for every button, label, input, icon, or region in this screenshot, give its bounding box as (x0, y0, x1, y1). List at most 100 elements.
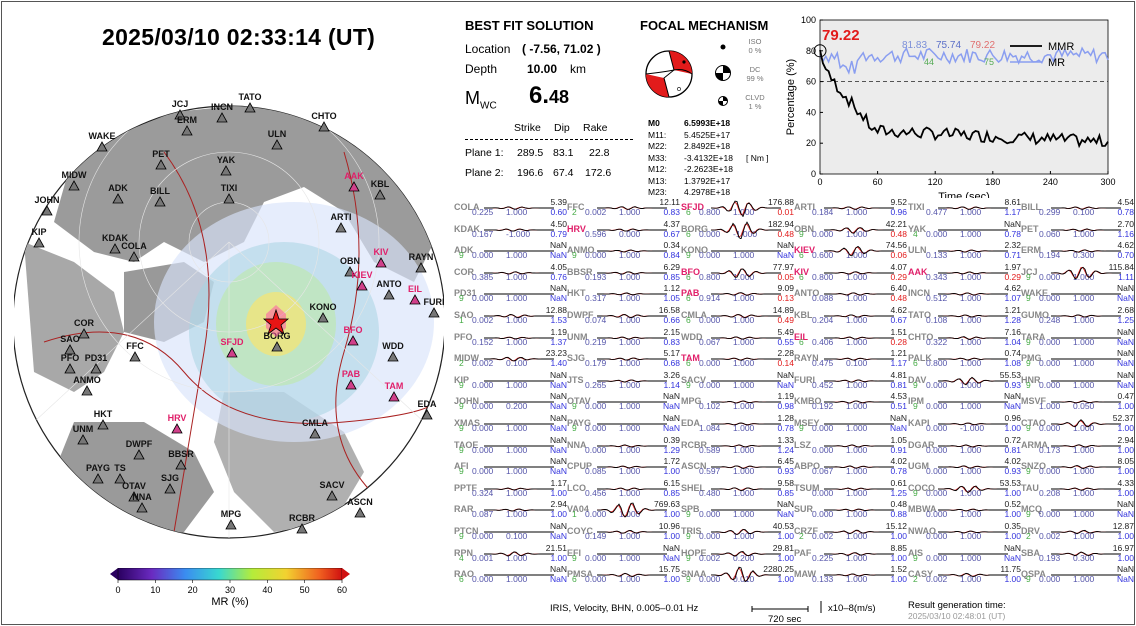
station-cell-tato[interactable]: TATO 1.21 0.108 1.000 1.28 (908, 305, 1023, 327)
station-cell-kbl[interactable]: KBL 4.62 0.204 1.000 0.67 (794, 305, 909, 327)
station-cell-wdd[interactable]: WDD 5.49 0.067 1.000 0.55 (681, 327, 796, 349)
station-cell-rayn[interactable]: RAYN 1.21 0.475 0.100 1.17 (794, 348, 909, 370)
station-cell-ptcn[interactable]: PTCN NaN 9 0.000 0.100 NaN (454, 521, 569, 543)
station-cell-taoe[interactable]: TAOE NaN 9 0.000 1.000 NaN (454, 435, 569, 457)
station-cell-lsz[interactable]: LSZ 1.05 0.000 1.000 0.91 (794, 435, 909, 457)
station-cell-sjg[interactable]: SJG 5.17 0.179 1.000 0.68 (567, 348, 682, 370)
station-cell-jts[interactable]: JTS 3.26 0.265 1.000 1.14 (567, 370, 682, 392)
station-cell-aak[interactable]: AAK 1.97 0.343 1.000 0.29 (908, 262, 1023, 284)
station-cell-pmsa[interactable]: PMSA 15.75 6 0.000 1.000 1.00 (567, 564, 682, 586)
station-cell-coco[interactable]: COCO 53.53 9 0.000 1.000 1.00 (908, 478, 1023, 500)
station-cell-shel[interactable]: SHEL 9.58 0.480 1.000 0.85 (681, 478, 796, 500)
station-cell-cmla[interactable]: CMLA 14.89 6 0.000 1.000 0.49 (681, 305, 796, 327)
station-cell-otav[interactable]: OTAV NaN 9 0.000 1.000 NaN (567, 391, 682, 413)
station-cell-kiev[interactable]: KIEV 74.56 6 0.600 1.000 0.06 (794, 240, 909, 262)
station-cell-efi[interactable]: EFI NaN 9 0.000 1.000 NaN (567, 543, 682, 565)
station-cell-sao[interactable]: SAO 12.88 1 0.002 1.000 1.53 (454, 305, 569, 327)
station-cell-payg[interactable]: PAYG NaN 9 0.000 1.000 NaN (567, 413, 682, 435)
station-cell-pmg[interactable]: PMG NaN 9 0.000 1.000 NaN (1021, 348, 1134, 370)
station-cell-va04[interactable]: VA04 769.63 1 0.000 1.000 1.00 (567, 499, 682, 521)
station-cell-paf[interactable]: PAF 8.85 0.225 1.000 1.00 (794, 543, 909, 565)
station-cell-hkt[interactable]: HKT 1.12 0.317 1.000 1.05 (567, 283, 682, 305)
station-cell-bfo[interactable]: BFO 77.97 6 0.800 1.000 0.05 (681, 262, 796, 284)
station-cell-tsum[interactable]: TSUM 0.61 0.000 1.000 1.25 (794, 478, 909, 500)
station-cell-ugm[interactable]: UGM 4.02 0.000 1.000 0.93 (908, 456, 1023, 478)
station-cell-dwpf[interactable]: DWPF 16.58 0.074 1.000 0.66 (567, 305, 682, 327)
station-cell-kmbo[interactable]: KMBO 4.53 0.192 1.000 0.51 (794, 391, 909, 413)
station-cell-anmo[interactable]: ANMO 0.34 9 0.000 1.000 0.84 (567, 240, 682, 262)
station-cell-tara[interactable]: TARA NaN 9 0.000 1.000 NaN (1021, 327, 1134, 349)
station-cell-drv[interactable]: DRV 12.87 2 0.002 1.000 1.00 (1021, 521, 1134, 543)
station-cell-sacv[interactable]: SACV NaN 9 0.000 1.000 NaN (681, 370, 796, 392)
station-cell-borg[interactable]: BORG 182.94 6 0.000 -1.000 0.48 (681, 219, 796, 241)
station-cell-wake[interactable]: WAKE NaN 9 0.000 1.000 NaN (1021, 283, 1134, 305)
station-cell-nwao[interactable]: NWAO 0.35 0.000 1.000 1.00 (908, 521, 1023, 543)
station-cell-unm[interactable]: UNM 2.15 0.219 1.000 0.83 (567, 327, 682, 349)
station-cell-qspa[interactable]: QSPA NaN 9 0.000 1.000 NaN (1021, 564, 1134, 586)
station-cell-rpn[interactable]: RPN 21.51 4 0.001 1.000 1.00 (454, 543, 569, 565)
station-cell-xmas[interactable]: XMAS NaN 9 0.000 1.000 NaN (454, 413, 569, 435)
station-cell-dgar[interactable]: DGAR 0.72 0.000 1.000 0.81 (908, 435, 1023, 457)
station-cell-ctao[interactable]: CTAO 52.37 9 0.000 1.000 1.00 (1021, 413, 1134, 435)
station-cell-eil[interactable]: EIL 1.51 6 0.406 1.000 0.28 (794, 327, 909, 349)
station-cell-sba[interactable]: SBA 16.97 0.193 0.300 1.00 (1021, 543, 1134, 565)
station-cell-lco[interactable]: LCO 6.15 0.456 1.000 0.85 (567, 478, 682, 500)
station-cell-spb[interactable]: SPB NaN 9 0.000 1.000 NaN (681, 499, 796, 521)
station-cell-tam[interactable]: TAM 2.28 6 0.000 1.000 0.14 (681, 348, 796, 370)
station-cell-bbsr[interactable]: BBSR 6.29 0.193 1.000 0.85 (567, 262, 682, 284)
station-cell-kip[interactable]: KIP NaN 9 0.000 1.000 NaN (454, 370, 569, 392)
station-cell-ipm[interactable]: IPM NaN 9 0.000 1.000 NaN (908, 391, 1023, 413)
station-cell-sfjd[interactable]: SFJD 176.88 6 0.800 1.000 0.01 (681, 197, 796, 219)
station-cell-ais[interactable]: AIS NaN 9 0.000 1.000 NaN (908, 543, 1023, 565)
station-cell-snaa[interactable]: SNAA 2280.25 9 0.000 0.010 1.00 (681, 564, 796, 586)
station-cell-pet[interactable]: PET 2.70 0.060 1.000 1.16 (1021, 219, 1134, 241)
station-cell-crzf[interactable]: CRZF 15.12 2 0.002 1.000 1.00 (794, 521, 909, 543)
station-cell-john[interactable]: JOHN NaN 9 0.000 0.200 NaN (454, 391, 569, 413)
station-cell-uln[interactable]: ULN 2.32 0.133 1.000 0.71 (908, 240, 1023, 262)
station-cell-pptf[interactable]: PPTF 1.17 0.324 1.000 1.00 (454, 478, 569, 500)
station-cell-ascn[interactable]: ASCN 6.45 0.597 1.000 0.93 (681, 456, 796, 478)
station-cell-midw[interactable]: MIDW 23.23 2 0.002 0.100 1.40 (454, 348, 569, 370)
station-cell-arti[interactable]: ARTI 9.52 0.184 1.000 0.96 (794, 197, 909, 219)
station-cell-abpo[interactable]: ABPO 4.02 0.067 1.000 0.78 (794, 456, 909, 478)
station-cell-bill[interactable]: BILL 4.54 0.299 0.100 0.78 (1021, 197, 1134, 219)
station-cell-mbwa[interactable]: MBWA 0.52 0.000 1.000 1.00 (908, 499, 1023, 521)
station-cell-kono[interactable]: KONO NaN 9 0.000 1.000 NaN (681, 240, 796, 262)
station-cell-cola[interactable]: COLA 5.39 0.225 1.000 0.60 (454, 197, 569, 219)
station-cell-rcbr[interactable]: RCBR 1.33 0.589 1.000 1.24 (681, 435, 796, 457)
station-cell-jcj[interactable]: JCJ 115.84 9 0.000 1.000 1.11 (1021, 262, 1134, 284)
station-cell-hrv[interactable]: HRV 4.37 0.596 0.000 0.67 (567, 219, 682, 241)
station-cell-obn[interactable]: OBN 42.21 9 0.000 1.000 0.48 (794, 219, 909, 241)
station-cell-pd31[interactable]: PD31 NaN 9 0.000 1.000 NaN (454, 283, 569, 305)
station-cell-tris[interactable]: TRIS 40.53 9 0.000 1.000 1.00 (681, 521, 796, 543)
station-cell-eda[interactable]: EDA 1.28 1.084 1.000 0.78 (681, 413, 796, 435)
station-cell-kapi[interactable]: KAPI 0.96 0.000 -1.000 1.00 (908, 413, 1023, 435)
station-cell-cor[interactable]: COR 4.05 0.385 1.000 0.76 (454, 262, 569, 284)
station-cell-afi[interactable]: AFI NaN 9 0.000 1.000 NaN (454, 456, 569, 478)
station-cell-palk[interactable]: PALK 0.74 6 0.800 1.000 1.08 (908, 348, 1023, 370)
station-cell-sur[interactable]: SUR 0.48 0.000 1.000 0.88 (794, 499, 909, 521)
station-cell-incn[interactable]: INCN 4.62 0.512 1.000 1.07 (908, 283, 1023, 305)
station-cell-pab[interactable]: PAB 9.09 6 0.914 1.000 0.13 (681, 283, 796, 305)
station-cell-cpup[interactable]: CPUP 1.72 0.085 1.000 1.00 (567, 456, 682, 478)
station-cell-furi[interactable]: FURI 4.81 0.452 1.000 0.81 (794, 370, 909, 392)
station-cell-hope[interactable]: HOPE 29.81 9 0.002 0.200 1.00 (681, 543, 796, 565)
station-cell-pfo[interactable]: PFO 1.19 0.152 1.000 1.37 (454, 327, 569, 349)
station-cell-rar[interactable]: RAR 2.94 0.087 1.000 1.00 (454, 499, 569, 521)
station-cell-snzo[interactable]: SNZO 8.05 9 0.000 1.000 1.00 (1021, 456, 1134, 478)
station-cell-hnr[interactable]: HNR NaN 9 0.000 1.000 NaN (1021, 370, 1134, 392)
station-cell-casy[interactable]: CASY 11.75 2 0.002 1.000 1.00 (908, 564, 1023, 586)
station-cell-arma[interactable]: ARMA 2.94 0.173 1.000 1.00 (1021, 435, 1134, 457)
station-cell-tixi[interactable]: TIXI 8.61 0.477 1.000 1.17 (908, 197, 1023, 219)
station-cell-maw[interactable]: MAW 1.52 0.133 1.000 1.00 (794, 564, 909, 586)
station-cell-coyc[interactable]: COYC 10.96 0.149 1.000 1.00 (567, 521, 682, 543)
station-cell-msey[interactable]: MSEY NaN 9 0.000 1.000 NaN (794, 413, 909, 435)
station-cell-nna[interactable]: NNA 0.39 0.000 1.000 1.29 (567, 435, 682, 457)
station-cell-tau[interactable]: TAU 4.33 0.208 1.000 1.00 (1021, 478, 1134, 500)
station-cell-erm[interactable]: ERM 4.62 0.194 0.300 0.70 (1021, 240, 1134, 262)
station-cell-kiv[interactable]: KIV 4.07 6 0.800 1.000 0.29 (794, 262, 909, 284)
station-cell-mpg[interactable]: MPG 1.19 0.102 1.000 0.98 (681, 391, 796, 413)
station-cell-ffc[interactable]: FFC 12.11 2 0.002 1.000 0.83 (567, 197, 682, 219)
station-cell-dav[interactable]: DAV 55.53 9 0.000 1.000 0.93 (908, 370, 1023, 392)
station-cell-msvf[interactable]: MSVF 0.47 1.000 0.050 1.00 (1021, 391, 1134, 413)
